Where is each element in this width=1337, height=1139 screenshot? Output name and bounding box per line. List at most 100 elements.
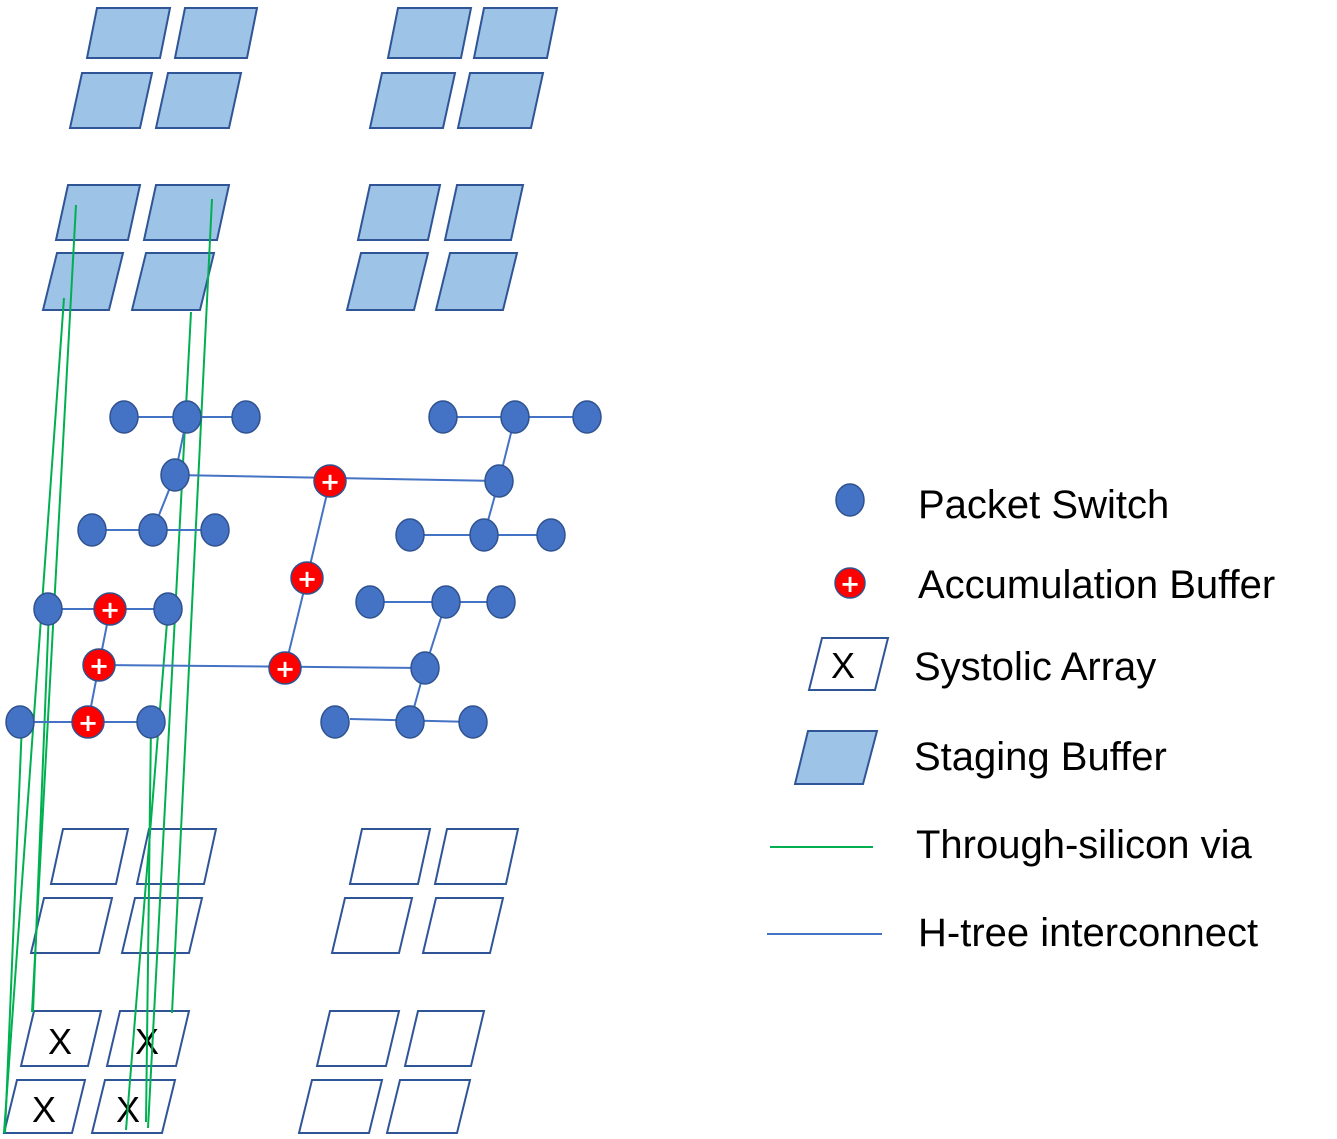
- packet-switch-node: [77, 513, 107, 547]
- staging-buffer-tile: [456, 72, 545, 129]
- legend-label-accumulation-buffer: Accumulation Buffer: [918, 563, 1275, 607]
- packet-switch-node: [136, 705, 166, 739]
- accumulation-buffer-node: [71, 705, 105, 739]
- legend-item-accumulation-buffer: + Accumulation Buffer: [834, 563, 1275, 607]
- systolic-array-tile: [29, 897, 114, 954]
- legend-item-systolic-array: X Systolic Array: [807, 637, 1156, 691]
- packet-switch-node: [572, 400, 602, 434]
- staging-buffer-tile: [142, 184, 231, 241]
- h-tree-link: [98, 664, 426, 669]
- accumulation-buffer-plus: +: [78, 709, 98, 737]
- packet-switch-node: [395, 518, 425, 552]
- systolic-array-tile: [90, 1079, 177, 1134]
- systolic-array-tile: [348, 828, 432, 885]
- switch-node-layer: + + + + + +: [5, 400, 602, 739]
- packet-switch-node: [200, 513, 230, 547]
- packet-switch-node: [484, 464, 514, 498]
- through-silicon-via-layer: [3, 198, 213, 1134]
- accumulation-buffer-plus: +: [89, 652, 109, 680]
- legend-label-h-tree-interconnect: H-tree interconnect: [918, 911, 1258, 955]
- through-silicon-via: [32, 609, 50, 1013]
- legend-label-systolic-array: Systolic Array: [914, 645, 1156, 689]
- staging-buffer-tile: [41, 252, 125, 311]
- accumulation-buffer-plus: +: [297, 565, 317, 593]
- systolic-array-icon: [807, 637, 890, 691]
- accumulation-buffer-plus: +: [320, 468, 340, 496]
- through-silicon-via: [125, 609, 169, 1131]
- legend-label-through-silicon-via: Through-silicon via: [916, 823, 1252, 867]
- packet-switch-node: [395, 705, 425, 739]
- accumulation-buffer-node: [290, 561, 324, 595]
- staging-buffer-tile: [368, 72, 457, 129]
- packet-switch-node: [153, 592, 183, 626]
- systolic-array-tile: [120, 897, 204, 954]
- packet-switch-node: [431, 585, 461, 619]
- accumulation-buffer-node: [313, 464, 347, 498]
- legend-item-through-silicon-via: Through-silicon via: [770, 823, 1252, 867]
- accumulation-buffer-icon: [834, 567, 866, 599]
- packet-switch-node: [486, 585, 516, 619]
- systolic-array-icon-x: X: [831, 645, 855, 686]
- systolic-array-tile: [135, 828, 218, 885]
- through-silicon-via: [171, 198, 213, 1014]
- staging-buffer-tile: [472, 7, 559, 59]
- systolic-array-tile: [19, 1010, 103, 1067]
- staging-buffer-tile: [68, 72, 154, 129]
- systolic-array-x-label: X: [32, 1089, 56, 1130]
- staging-buffer-tile: [386, 7, 473, 59]
- systolic-array-tile: [315, 1010, 401, 1067]
- packet-switch-node: [320, 705, 350, 739]
- legend-item-h-tree-interconnect: H-tree interconnect: [767, 911, 1258, 955]
- systolic-array-x-label: X: [48, 1021, 72, 1062]
- packet-switch-icon: [835, 483, 865, 517]
- through-silicon-via: [145, 722, 152, 1123]
- accumulation-buffer-node: [93, 592, 127, 626]
- systolic-array-tile: [403, 1010, 486, 1067]
- packet-switch-node: [33, 592, 63, 626]
- systolic-array-tile: [385, 1079, 472, 1134]
- staging-buffer-tile: [443, 184, 525, 241]
- legend-label-staging-buffer: Staging Buffer: [914, 735, 1167, 779]
- legend-item-packet-switch: Packet Switch: [835, 483, 1169, 527]
- systolic-array-tile: [297, 1079, 384, 1134]
- staging-buffer-tile: [154, 72, 243, 129]
- through-silicon-via: [3, 297, 65, 1134]
- accumulation-buffer-node: [268, 651, 302, 685]
- accumulation-buffer-node: [82, 648, 116, 682]
- staging-buffer-tile: [85, 7, 172, 59]
- packet-switch-node: [172, 400, 202, 434]
- systolic-array-layer: XXXX: [2, 828, 520, 1134]
- packet-switch-node: [5, 705, 35, 739]
- packet-switch-node: [355, 585, 385, 619]
- packet-switch-node: [410, 651, 440, 685]
- through-silicon-via: [4, 722, 23, 1134]
- staging-buffer-icon: [793, 730, 879, 785]
- packet-switch-node: [138, 513, 168, 547]
- packet-switch-node: [536, 518, 566, 552]
- accumulation-buffer-plus: +: [100, 596, 120, 624]
- staging-buffer-layer: [41, 7, 559, 311]
- staging-buffer-tile: [130, 252, 216, 311]
- packet-switch-node: [458, 705, 488, 739]
- staging-buffer-tile: [345, 252, 430, 311]
- systolic-array-tile: [421, 897, 505, 954]
- staging-buffer-tile: [356, 184, 442, 241]
- systolic-array-tile: [2, 1079, 87, 1134]
- through-silicon-via: [147, 311, 192, 1129]
- packet-switch-node: [109, 400, 139, 434]
- staging-buffer-tile: [54, 184, 142, 241]
- systolic-array-tile: [330, 897, 414, 954]
- packet-switch-node: [160, 458, 190, 492]
- packet-switch-node: [231, 400, 261, 434]
- packet-switch-node: [428, 400, 458, 434]
- systolic-array-tile: [433, 828, 520, 885]
- packet-switch-node: [469, 518, 499, 552]
- legend-item-staging-buffer: Staging Buffer: [793, 730, 1167, 785]
- legend-label-packet-switch: Packet Switch: [918, 483, 1169, 527]
- systolic-array-tile: [49, 828, 130, 885]
- accumulation-buffer-plus: +: [275, 655, 295, 683]
- staging-buffer-tile: [173, 7, 259, 59]
- accumulation-buffer-icon-plus: +: [840, 570, 860, 598]
- legend: Packet Switch + Accumulation Buffer X Sy…: [767, 483, 1275, 955]
